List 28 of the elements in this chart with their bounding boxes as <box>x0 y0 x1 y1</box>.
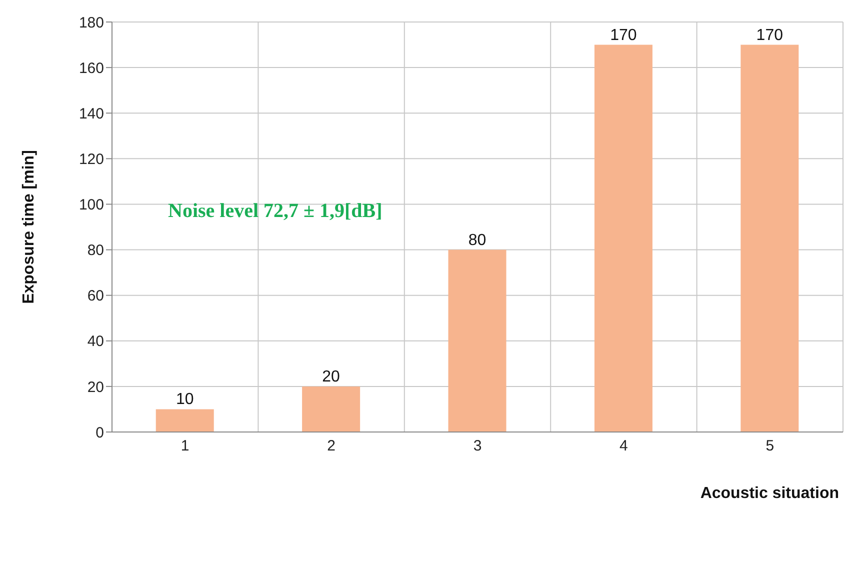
y-tick-label: 100 <box>78 196 104 214</box>
data-label: 10 <box>176 391 194 408</box>
bar <box>448 250 506 432</box>
y-tick-label: 60 <box>87 288 104 305</box>
x-tick-label: 2 <box>327 438 336 455</box>
y-tick-label: 40 <box>87 333 104 350</box>
x-tick-label: 4 <box>620 438 628 455</box>
data-label: 170 <box>610 26 637 44</box>
y-tick-label: 160 <box>78 60 104 77</box>
bar <box>156 409 214 432</box>
bar <box>594 44 652 432</box>
y-axis-title: Exposure time [min] <box>20 150 38 304</box>
y-tick-label: 20 <box>87 378 104 396</box>
annotation: Noise level 72,7 ± 1,9[dB] <box>168 200 382 223</box>
data-label: 20 <box>322 368 340 386</box>
y-tick-label: 140 <box>78 105 104 122</box>
x-axis-title: Acoustic situation <box>700 485 839 502</box>
y-tick-label: 80 <box>87 242 104 260</box>
x-tick-label: 5 <box>766 438 774 455</box>
data-label: 170 <box>756 26 784 44</box>
data-label: 80 <box>468 232 486 249</box>
y-tick-label: 180 <box>78 14 104 32</box>
y-tick-label: 0 <box>96 424 104 442</box>
x-tick-label: 1 <box>180 438 190 455</box>
x-tick-label: 3 <box>473 438 482 455</box>
bar <box>740 44 799 432</box>
bar <box>302 386 360 432</box>
y-tick-label: 120 <box>78 150 104 168</box>
